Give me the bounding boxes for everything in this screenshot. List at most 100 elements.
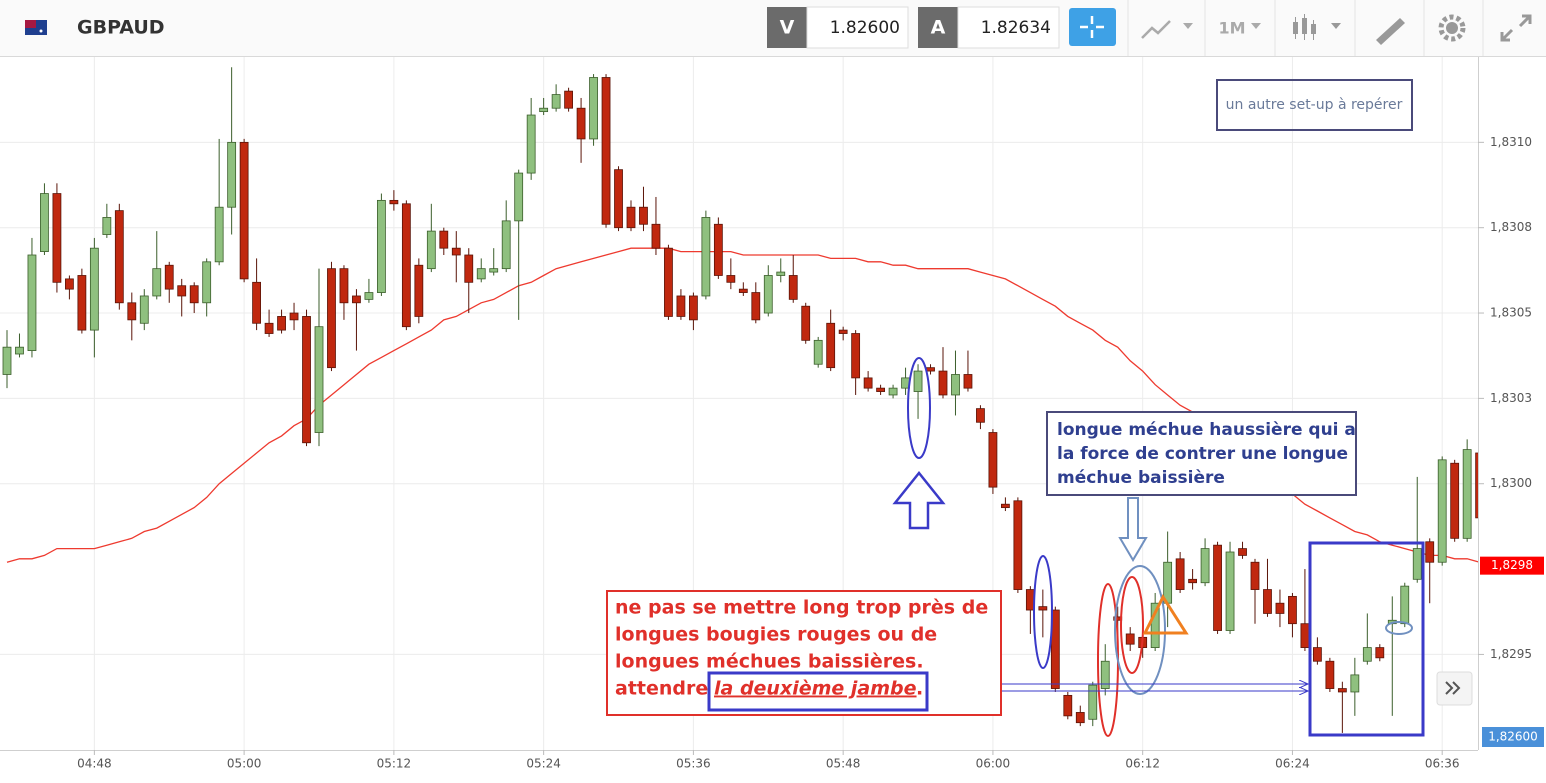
candle-body bbox=[252, 281, 262, 324]
annotations: un autre set-up à repérer longue méchue … bbox=[606, 79, 1473, 737]
settings-button[interactable] bbox=[1438, 14, 1466, 42]
x-tick-label: 06:36 bbox=[1425, 757, 1460, 771]
candle-body bbox=[1400, 585, 1410, 625]
x-tick-label: 06:12 bbox=[1125, 757, 1160, 771]
ellipse bbox=[1385, 621, 1413, 635]
sell-button[interactable] bbox=[767, 7, 807, 48]
timeframe[interactable]: 1M bbox=[1218, 19, 1245, 38]
candle-body bbox=[464, 254, 474, 283]
bid-marker bbox=[1482, 727, 1544, 747]
warning-emphasis: la deuxième jambe bbox=[714, 678, 917, 700]
candle-body bbox=[701, 217, 711, 297]
draw-button[interactable] bbox=[1376, 18, 1405, 45]
triangle bbox=[1142, 593, 1189, 635]
fullscreen-button[interactable] bbox=[1500, 14, 1532, 42]
buy-price-box bbox=[957, 6, 1060, 49]
plot bbox=[2, 67, 1485, 733]
candle-body bbox=[439, 230, 449, 249]
x-tick-label: 05:00 bbox=[227, 757, 262, 771]
candle-body bbox=[1275, 602, 1285, 614]
candle-body bbox=[738, 288, 748, 293]
candle-body bbox=[926, 367, 935, 372]
up-arrow bbox=[892, 470, 946, 530]
candle-body bbox=[1362, 647, 1372, 662]
candle-body bbox=[152, 268, 162, 297]
candle-body bbox=[177, 285, 187, 297]
warning: longues bougies rouges ou de bbox=[615, 624, 937, 646]
candle-body bbox=[40, 193, 49, 252]
candle-body bbox=[1375, 647, 1385, 659]
scroll-button[interactable] bbox=[1436, 671, 1473, 706]
y-tick-label: 1,8303 bbox=[1490, 391, 1532, 405]
x-tick-label: 05:24 bbox=[526, 757, 561, 771]
down-arrow bbox=[1118, 497, 1148, 562]
candle-body bbox=[1163, 561, 1173, 604]
y-tick-label: 1,8305 bbox=[1490, 306, 1532, 320]
candle-body bbox=[1263, 589, 1272, 614]
candle-body bbox=[813, 339, 823, 365]
wick-note: la force de contrer une longue bbox=[1057, 444, 1348, 464]
y-tick-label: 1,8300 bbox=[1490, 476, 1532, 490]
chart-type-button[interactable] bbox=[1293, 14, 1316, 40]
candle-body bbox=[127, 302, 137, 321]
candle-body bbox=[1088, 684, 1098, 720]
candle-body bbox=[202, 261, 212, 304]
candle-body bbox=[826, 322, 836, 369]
candle-body bbox=[1150, 602, 1160, 648]
candle-body bbox=[751, 292, 761, 321]
candle-body bbox=[1412, 548, 1422, 580]
candle-body bbox=[539, 107, 549, 113]
candle-body bbox=[1425, 541, 1435, 563]
candle-body bbox=[164, 264, 174, 290]
crosshair-button[interactable] bbox=[1069, 8, 1116, 46]
candle-body bbox=[364, 292, 374, 300]
candle-body bbox=[1325, 660, 1335, 689]
candle-body bbox=[713, 223, 723, 276]
warning: longues méchues baissières. bbox=[615, 651, 924, 673]
candle-body bbox=[551, 94, 561, 109]
ellipse bbox=[1120, 576, 1144, 674]
candle-body bbox=[114, 210, 124, 304]
candle-body bbox=[1437, 459, 1447, 563]
ellipse bbox=[1114, 565, 1166, 695]
candle-body bbox=[626, 206, 636, 229]
buy-label: A bbox=[931, 17, 946, 39]
candle-body bbox=[1050, 609, 1060, 689]
wick-note: longue méchue haussière qui a bbox=[1057, 420, 1356, 440]
candle-body bbox=[1175, 558, 1185, 590]
indicator-button[interactable] bbox=[1141, 20, 1171, 39]
candle-body bbox=[1225, 551, 1235, 631]
candle-body bbox=[1063, 694, 1073, 717]
bid-marker-label: 1,82600 bbox=[1488, 730, 1538, 744]
candle-body bbox=[327, 268, 336, 369]
candle-body bbox=[352, 295, 361, 304]
x-tick-label: 05:12 bbox=[377, 757, 412, 771]
candle-body bbox=[876, 387, 885, 392]
x-tick-label: 05:36 bbox=[676, 757, 711, 771]
crosshair-icon bbox=[1080, 16, 1104, 38]
setup-note: un autre set-up à repérer bbox=[1226, 97, 1403, 113]
candle-body bbox=[389, 199, 399, 205]
candle-body bbox=[601, 77, 611, 225]
buy-button[interactable] bbox=[918, 7, 958, 48]
candle-body bbox=[401, 203, 411, 328]
candle-body bbox=[52, 193, 62, 283]
candle-body bbox=[277, 316, 286, 331]
candle-body bbox=[77, 275, 87, 331]
candle-body bbox=[1337, 688, 1347, 693]
price-marker bbox=[1480, 556, 1544, 575]
symbol: GBPAUD bbox=[77, 17, 165, 39]
warning: ne pas se mettre long trop près de bbox=[615, 597, 988, 619]
candle-body bbox=[2, 346, 12, 375]
flag bbox=[25, 20, 47, 35]
candle-body bbox=[339, 268, 349, 304]
candle-body bbox=[1075, 712, 1085, 724]
candle-body bbox=[851, 333, 861, 379]
candle-body bbox=[651, 223, 661, 249]
candle-body bbox=[264, 322, 274, 334]
candle-body bbox=[376, 199, 386, 293]
candle-body bbox=[1013, 500, 1023, 590]
wick-note-box bbox=[1046, 411, 1357, 496]
